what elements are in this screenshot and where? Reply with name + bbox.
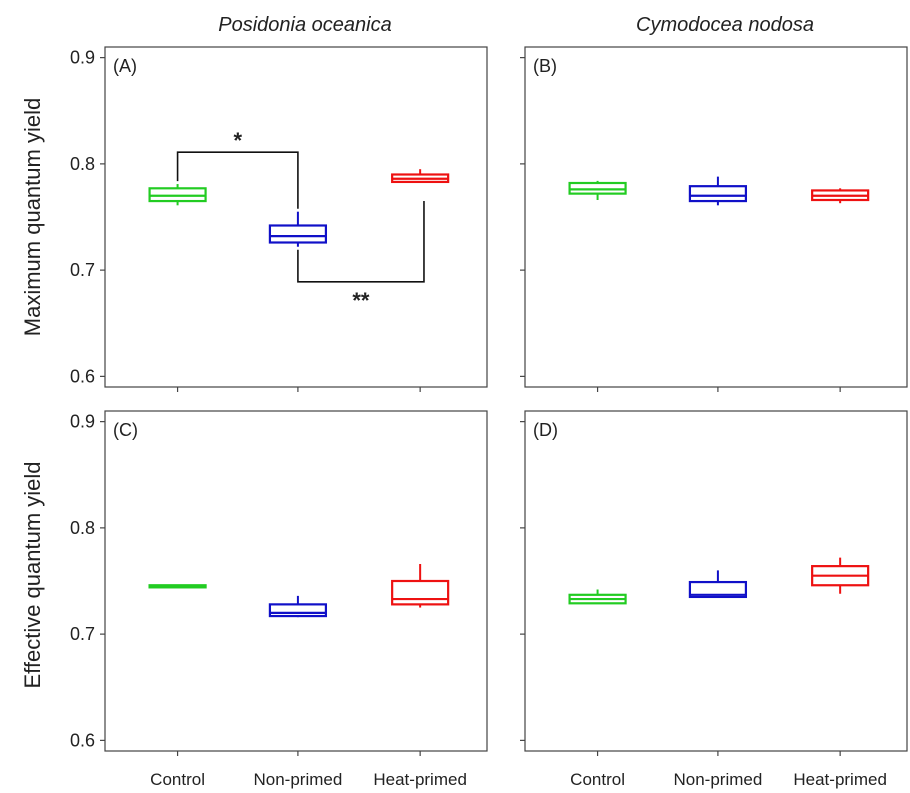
x-tick-label: Heat-primed <box>793 770 887 789</box>
panel-label: (A) <box>113 56 137 76</box>
column-title-right: Cymodocea nodosa <box>636 14 814 36</box>
y-tick-label: 0.8 <box>70 154 95 174</box>
y-tick-label: 0.9 <box>70 48 95 68</box>
x-tick-label: Heat-primed <box>373 770 467 789</box>
y-tick-label: 0.7 <box>70 260 95 280</box>
x-tick-label: Control <box>570 770 625 789</box>
bracket-line <box>176 151 299 209</box>
significance-bracket: ** <box>297 201 425 313</box>
y-tick-label: 0.6 <box>70 366 95 386</box>
box-heat-primed <box>811 557 870 594</box>
y-tick-label: 0.9 <box>70 412 95 432</box>
y-axis-label-bottom: Effective quantum yield <box>20 461 45 688</box>
box-body <box>268 603 328 618</box>
panel-frame <box>524 46 908 388</box>
x-tick-label: Non-primed <box>674 770 763 789</box>
y-tick-label: 0.7 <box>70 624 95 644</box>
significance-label: ** <box>352 288 370 313</box>
box-non-primed <box>688 176 748 206</box>
column-title-left: Posidonia oceanica <box>218 14 391 36</box>
box-non-primed <box>688 570 748 599</box>
y-tick-label: 0.6 <box>70 730 95 750</box>
box-control <box>568 180 627 200</box>
box-control <box>148 584 207 589</box>
panel-frame <box>104 46 488 388</box>
panel-label: (B) <box>533 56 557 76</box>
panel-label: (C) <box>113 420 138 440</box>
box-body <box>391 579 450 606</box>
box-heat-primed <box>811 188 870 204</box>
y-axis-label-top: Maximum quantum yield <box>20 98 45 336</box>
panel-c: (C) 0.6 0.7 0.8 0.9 Control Non-primed Heat-pri… <box>70 410 488 789</box>
panel-label: (D) <box>533 420 558 440</box>
box-heat-primed <box>391 564 450 608</box>
box-control <box>148 184 207 206</box>
panel-a: (A)0.60.70.80.9*** <box>70 46 488 392</box>
box-body <box>688 580 748 599</box>
box-body <box>688 185 748 203</box>
significance-label: * <box>233 128 242 153</box>
panel-b: (B) <box>520 46 908 392</box>
x-tick-label: Control <box>150 770 205 789</box>
bracket-line <box>297 201 425 283</box>
panel-d: (D) Control Non-primed Heat-primed <box>520 410 908 789</box>
box-control <box>568 589 627 605</box>
box-non-primed <box>268 595 328 618</box>
box-non-primed <box>268 211 328 247</box>
box-heat-primed <box>391 169 450 184</box>
box-body <box>268 224 328 244</box>
significance-bracket: * <box>176 128 299 209</box>
x-tick-label: Non-primed <box>254 770 343 789</box>
y-tick-label: 0.8 <box>70 518 95 538</box>
panels: (A)0.60.70.80.9***(B)(C)0.60.70.80.9Cont… <box>70 46 908 789</box>
